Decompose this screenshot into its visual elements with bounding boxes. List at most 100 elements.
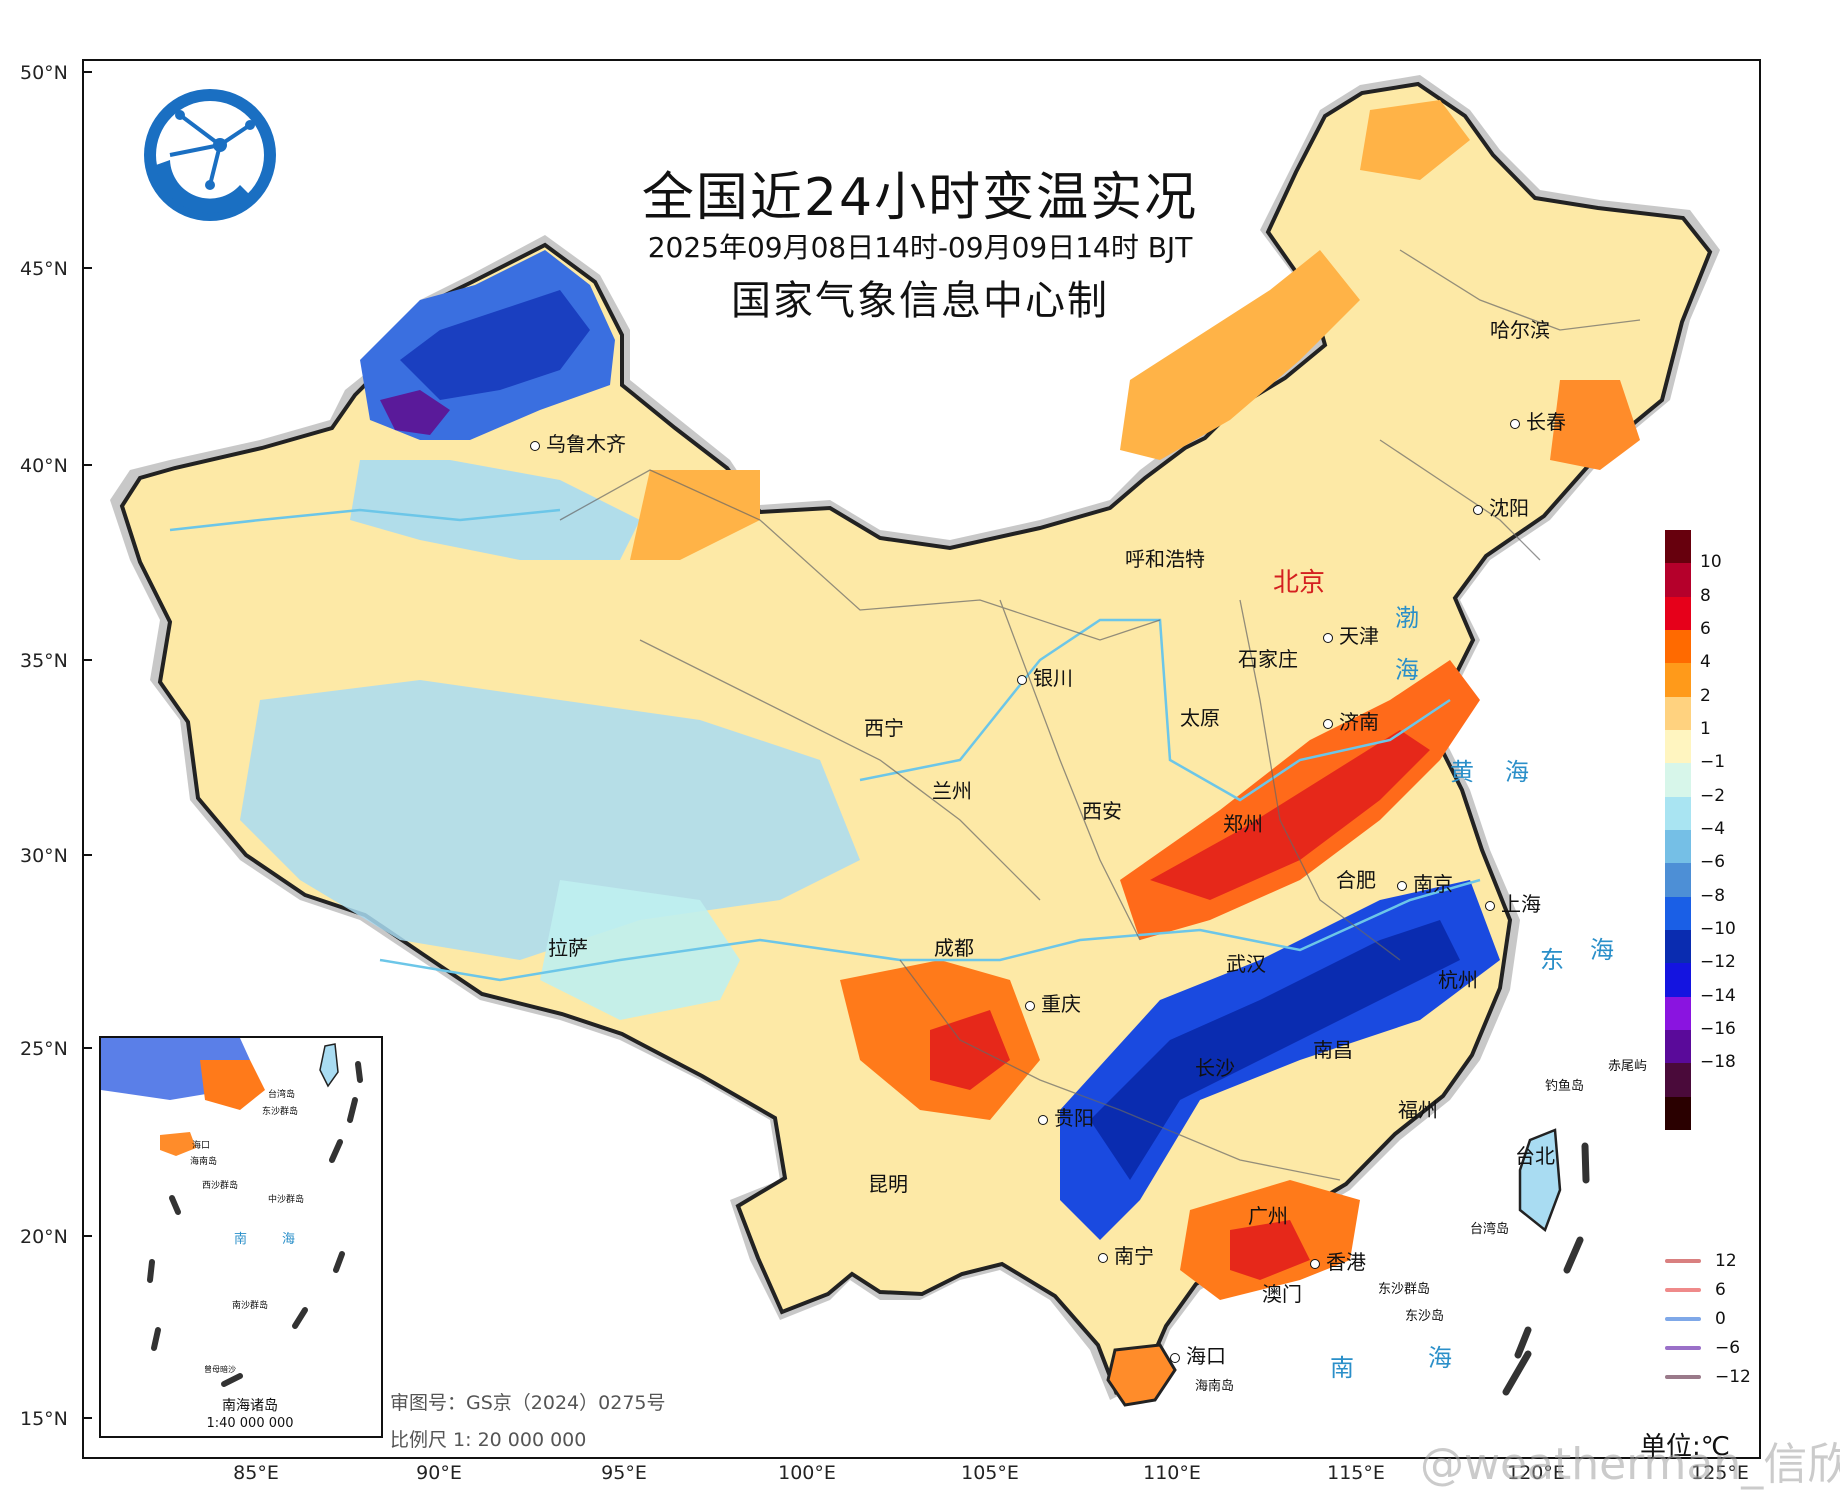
inset-island-label: 台湾岛 [268,1090,296,1100]
city-marker: 上海 [1485,888,1541,917]
unit-label: 单位:℃ [1640,1432,1730,1462]
legend-label: −18 [1700,1052,1736,1073]
legend-label: 4 [1700,652,1711,673]
lat-label: 20°N [20,1226,68,1248]
city-dot-icon [1323,718,1333,729]
legend-label: −1 [1700,752,1726,773]
lat-label: 30°N [20,845,68,867]
lon-label: 100°E [778,1462,836,1484]
city-marker: 香港 [1310,1246,1366,1275]
legend-swatch [1665,763,1691,797]
legend-label: −8 [1700,885,1726,906]
island-label: 海南岛 [1195,1379,1235,1394]
map-title: 全国近24小时变温实况 [641,168,1199,228]
sea-label-yellow: 海 [1505,758,1529,786]
legend-label: −4 [1700,819,1726,839]
lon-label: 85°E [233,1462,279,1484]
map-subtitle: 2025年09月08日14时-09月09日14时 BJT [647,231,1193,264]
legend-swatch [1665,929,1691,964]
inset-scale: 1:40 000 000 [206,1416,294,1431]
color-legend [1665,530,1691,1130]
inset-island-label: 曾母暗沙 [204,1365,236,1374]
contour-legend-item: 12 [1665,1251,1737,1271]
legend-swatch [1665,896,1691,930]
sea-label-east: 东 [1540,946,1564,974]
city-marker: 兰州 [932,779,972,803]
city-marker: 昆明 [868,1172,908,1196]
city-marker: 银川 [1017,662,1073,691]
sea-label-east: 海 [1590,936,1614,964]
legend-label: −14 [1700,985,1736,1006]
city-dot-icon [1025,1000,1035,1011]
legend-label: −12 [1700,952,1736,973]
city-marker: 广州 [1248,1204,1288,1228]
city-dot-icon [1017,674,1027,685]
city-dot-icon [1397,880,1407,891]
lat-label: 45°N [20,258,68,280]
legend-swatch [1665,1096,1691,1130]
legend-swatch [1665,696,1691,730]
lon-label: 110°E [1143,1462,1201,1484]
city-marker: 南昌 [1313,1038,1353,1062]
city-dot-icon [1170,1352,1180,1363]
city-marker: 成都 [934,936,974,960]
lat-label: 15°N [20,1408,68,1430]
island-label: 东沙岛 [1405,1309,1445,1324]
city-marker: 合肥 [1336,868,1376,892]
city-dot-icon [1473,504,1483,515]
legend-swatch [1665,829,1691,864]
city-marker: 重庆 [1025,988,1081,1017]
lon-label: 125°E [1691,1462,1749,1484]
city-marker: 长春 [1510,406,1566,435]
legend-label: 8 [1700,585,1711,606]
city-dot-icon [530,440,540,451]
inset-island-label: 东沙群岛 [262,1107,299,1117]
contour-line-swatch [1665,1288,1701,1292]
legend-swatch [1665,1063,1691,1097]
city-marker: 济南 [1323,706,1379,735]
sea-label-yellow: 黄 [1450,758,1474,786]
lon-label: 90°E [416,1462,462,1484]
contour-legend-item: 6 [1665,1280,1726,1300]
island-label: 钓鱼岛 [1545,1079,1585,1094]
sea-label-bohai: 海 [1395,656,1419,684]
map-scale: 比例尺 1: 20 000 000 [390,1429,587,1451]
legend-swatch [1665,563,1691,597]
island-label: 台湾岛 [1470,1222,1510,1237]
city-marker: 杭州 [1438,968,1478,992]
lat-label: 40°N [20,455,68,477]
legend-label: −6 [1700,852,1726,873]
city-dot-icon [1323,632,1333,643]
city-marker: 长沙 [1195,1056,1235,1080]
city-marker: 乌鲁木齐 [530,428,626,457]
city-marker: 太原 [1180,706,1220,730]
contour-line-swatch [1665,1375,1701,1379]
cma-logo [144,89,276,221]
lat-label: 35°N [20,650,68,672]
legend-label: −10 [1700,919,1736,939]
city-marker: 贵阳 [1038,1102,1094,1131]
inset-island-label: 中沙群岛 [268,1195,305,1205]
legend-label: 2 [1700,685,1711,706]
contour-legend-item: −12 [1665,1367,1751,1387]
city-marker-capital: 北京 [1273,568,1326,598]
inset-island-label: 南沙群岛 [232,1301,269,1311]
legend-label: 1 [1700,719,1711,739]
city-marker: 台北 [1515,1144,1555,1168]
contour-line-swatch [1665,1317,1701,1321]
lat-label: 25°N [20,1038,68,1060]
sea-label-south: 海 [1428,1344,1452,1372]
legend-label: 6 [1700,619,1711,639]
city-marker: 拉萨 [548,936,588,960]
contour-legend-item: −6 [1665,1338,1740,1358]
city-marker: 呼和浩特 [1125,547,1205,571]
island-label: 赤尾屿 [1608,1059,1648,1074]
city-marker: 哈尔滨 [1490,318,1550,342]
inset-island-label: 西沙群岛 [202,1181,239,1191]
legend-swatch [1665,663,1691,697]
city-marker: 天津 [1323,620,1379,649]
legend-label: 10 [1700,552,1722,573]
legend-swatch [1665,729,1691,764]
lon-label: 95°E [601,1462,647,1484]
legend-swatch [1665,596,1691,630]
